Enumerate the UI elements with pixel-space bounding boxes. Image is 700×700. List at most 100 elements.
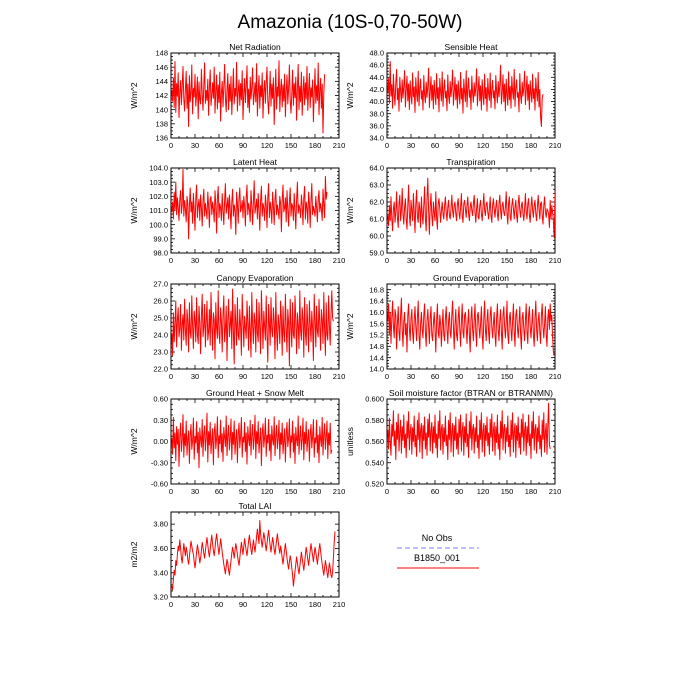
- y-tick-label: 62.0: [369, 198, 384, 207]
- x-tick-label: 210: [333, 256, 346, 265]
- x-tick-label: 0: [385, 141, 389, 150]
- y-tick-label: 0.560: [365, 437, 384, 446]
- y-tick-label: 140: [155, 105, 168, 114]
- x-tick-label: 210: [333, 372, 346, 381]
- y-tick-label: 14.4: [369, 353, 384, 362]
- x-tick-label: 60: [215, 141, 223, 150]
- y-tick-label: 99.0: [153, 234, 168, 243]
- x-tick-label: 180: [525, 487, 538, 496]
- x-tick-label: 90: [239, 600, 247, 609]
- series-line-b1850-001: [387, 177, 555, 239]
- y-axis-label: W/m^2: [129, 82, 139, 108]
- x-tick-label: 0: [169, 600, 173, 609]
- panel-soil-moisture-factor-btran-or-btranmn: Soil moisture factor (BTRAN or BTRANMN) 0…: [345, 388, 561, 496]
- x-tick-label: 150: [285, 487, 298, 496]
- y-tick-label: 3.60: [153, 544, 168, 553]
- y-tick-label: 101.0: [149, 206, 168, 215]
- x-tick-label: 180: [525, 372, 538, 381]
- y-tick-label: 0.60: [153, 395, 168, 404]
- y-tick-label: 144: [155, 77, 168, 86]
- y-axis-label: W/m^2: [129, 428, 139, 454]
- y-tick-label: 23.0: [153, 348, 168, 357]
- panel-sensible-heat: Sensible Heat 0 30 60 90 120 150 180 210 34.0 36.0…: [345, 42, 561, 150]
- panel-title: Ground Evaporation: [433, 273, 509, 283]
- x-tick-label: 0: [385, 256, 389, 265]
- x-tick-label: 120: [477, 141, 490, 150]
- x-tick-label: 180: [525, 256, 538, 265]
- x-tick-label: 60: [431, 141, 439, 150]
- y-tick-label: 48.0: [369, 49, 384, 58]
- y-axis-label: m2/m2: [129, 541, 139, 567]
- x-tick-label: 60: [431, 487, 439, 496]
- x-tick-label: 60: [215, 487, 223, 496]
- x-tick-label: 150: [501, 256, 514, 265]
- panel-net-radiation: Net Radiation 0 30 60 90 120 150 180 210 136 138 14…: [129, 42, 345, 150]
- y-axis-label: W/m^2: [345, 197, 355, 223]
- y-axis-label: W/m^2: [129, 197, 139, 223]
- panel-ground-heat-snow-melt: Ground Heat + Snow Melt 0 30 60 90 120 150 180 2…: [129, 388, 345, 496]
- series-line-b1850-001: [387, 297, 555, 355]
- x-tick-label: 210: [333, 487, 346, 496]
- x-tick-label: 60: [431, 256, 439, 265]
- y-tick-label: 136: [155, 134, 168, 143]
- x-tick-label: 60: [215, 600, 223, 609]
- x-tick-label: 180: [309, 600, 322, 609]
- x-tick-label: 30: [407, 141, 415, 150]
- y-axis-label: unitless: [345, 427, 355, 456]
- series-line-b1850-001: [171, 60, 326, 134]
- y-tick-label: -0.60: [151, 480, 168, 489]
- y-tick-label: 100.0: [149, 220, 168, 229]
- panel-ground-evaporation: Ground Evaporation 0 30 60 90 120 150 180 210 14.…: [345, 273, 561, 381]
- panel-title: Soil moisture factor (BTRAN or BTRANMN): [389, 388, 553, 398]
- x-tick-label: 90: [239, 487, 247, 496]
- panel-title: Latent Heat: [233, 157, 278, 167]
- x-tick-label: 90: [455, 372, 463, 381]
- y-tick-label: 104.0: [149, 164, 168, 173]
- x-tick-label: 210: [549, 487, 562, 496]
- y-tick-label: 61.0: [369, 215, 384, 224]
- x-tick-label: 30: [191, 256, 199, 265]
- x-tick-label: 60: [431, 372, 439, 381]
- y-tick-label: 0.00: [153, 437, 168, 446]
- x-tick-label: 0: [169, 141, 173, 150]
- y-tick-label: 3.20: [153, 593, 168, 602]
- y-tick-label: 3.40: [153, 568, 168, 577]
- x-tick-label: 90: [239, 141, 247, 150]
- y-tick-label: 0.30: [153, 416, 168, 425]
- series-line-b1850-001: [387, 402, 551, 461]
- x-tick-label: 120: [261, 256, 274, 265]
- y-tick-label: 3.80: [153, 520, 168, 529]
- panel-canopy-evaporation: Canopy Evaporation 0 30 60 90 120 150 180 210 22.…: [129, 273, 345, 381]
- panel-latent-heat: Latent Heat 0 30 60 90 120 150 180 210 98.0 99.0 10…: [129, 157, 345, 265]
- y-tick-label: 102.0: [149, 192, 168, 201]
- y-tick-label: 36.0: [369, 121, 384, 130]
- x-tick-label: 210: [549, 256, 562, 265]
- x-tick-label: 210: [333, 600, 346, 609]
- y-tick-label: 34.0: [369, 134, 384, 143]
- y-axis-label: W/m^2: [345, 82, 355, 108]
- y-tick-label: 44.0: [369, 73, 384, 82]
- legend-obs-label: No Obs: [422, 533, 453, 543]
- x-tick-label: 30: [191, 600, 199, 609]
- x-tick-label: 120: [477, 256, 490, 265]
- x-tick-label: 210: [549, 372, 562, 381]
- y-tick-label: 16.0: [369, 308, 384, 317]
- panel-title: Transpiration: [446, 157, 496, 167]
- series-line-b1850-001: [171, 520, 336, 591]
- x-tick-label: 180: [309, 256, 322, 265]
- x-tick-label: 30: [191, 487, 199, 496]
- x-tick-label: 150: [501, 141, 514, 150]
- panel-transpiration: Transpiration 0 30 60 90 120 150 180 210 59.0 60.0…: [345, 157, 561, 265]
- x-tick-label: 210: [333, 141, 346, 150]
- x-tick-label: 120: [261, 141, 274, 150]
- panel-title: Sensible Heat: [445, 42, 499, 52]
- y-tick-label: 27.0: [153, 280, 168, 289]
- x-tick-label: 150: [285, 256, 298, 265]
- y-tick-label: 14.0: [369, 365, 384, 374]
- y-tick-label: 22.0: [153, 365, 168, 374]
- y-tick-label: 16.4: [369, 297, 384, 306]
- y-tick-label: 38.0: [369, 109, 384, 118]
- y-tick-label: 0.600: [365, 395, 384, 404]
- legend: No Obs B1850_001: [397, 533, 479, 569]
- x-tick-label: 90: [455, 256, 463, 265]
